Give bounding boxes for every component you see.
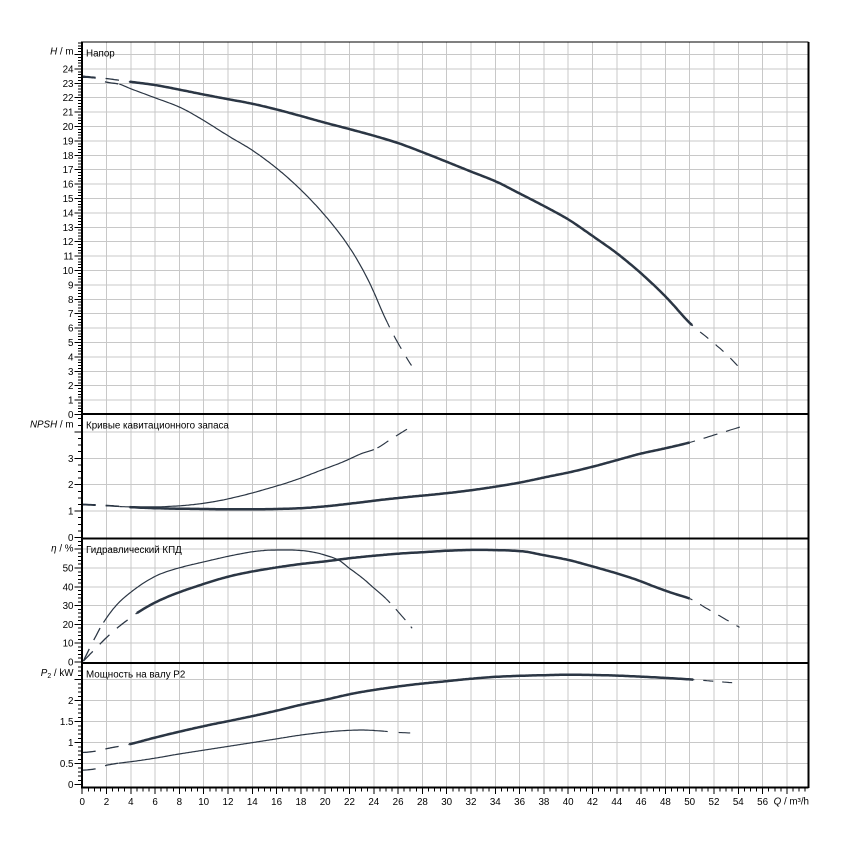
svg-text:1: 1 [68,396,73,407]
svg-text:30: 30 [63,601,74,612]
svg-text:22: 22 [63,93,74,104]
svg-text:0.5: 0.5 [60,759,74,770]
svg-text:38: 38 [538,797,549,808]
svg-text:20: 20 [63,122,74,133]
svg-text:Q / m³/h: Q / m³/h [774,797,809,808]
svg-text:H / m: H / m [50,46,73,57]
svg-text:50: 50 [63,564,74,575]
svg-text:8: 8 [68,295,74,306]
svg-text:20: 20 [63,620,74,631]
svg-text:Гидравлический КПД: Гидравлический КПД [86,545,182,556]
svg-text:22: 22 [344,797,355,808]
svg-text:16: 16 [63,180,74,191]
svg-text:3: 3 [68,367,74,378]
svg-text:5: 5 [68,338,74,349]
svg-text:42: 42 [587,797,598,808]
svg-text:18: 18 [295,797,306,808]
svg-text:1: 1 [68,507,73,518]
svg-text:2: 2 [68,381,73,392]
svg-text:48: 48 [660,797,671,808]
svg-text:η / %: η / % [51,543,74,554]
svg-text:46: 46 [636,797,647,808]
svg-text:40: 40 [563,797,574,808]
svg-text:19: 19 [63,136,74,147]
svg-text:2: 2 [68,696,73,707]
svg-text:9: 9 [68,280,73,291]
svg-text:4: 4 [68,352,74,363]
svg-text:50: 50 [684,797,695,808]
svg-text:24: 24 [368,797,379,808]
svg-text:Кривые кавитационного запаса: Кривые кавитационного запаса [86,421,229,432]
svg-text:0: 0 [79,797,85,808]
svg-text:28: 28 [417,797,428,808]
svg-text:30: 30 [441,797,452,808]
svg-text:13: 13 [63,223,74,234]
svg-text:2: 2 [104,797,109,808]
svg-text:Напор: Напор [86,49,115,60]
svg-text:0: 0 [68,658,74,669]
svg-text:16: 16 [271,797,282,808]
svg-text:6: 6 [68,324,74,335]
svg-text:15: 15 [63,194,74,205]
svg-text:7: 7 [68,309,73,320]
svg-text:8: 8 [177,797,183,808]
svg-text:36: 36 [514,797,525,808]
svg-text:2: 2 [68,480,73,491]
svg-text:6: 6 [152,797,158,808]
svg-text:21: 21 [63,108,74,119]
svg-text:18: 18 [63,151,74,162]
svg-text:56: 56 [757,797,768,808]
svg-text:24: 24 [63,64,74,75]
svg-text:Мощность на валу P2: Мощность на валу P2 [86,670,185,681]
svg-text:10: 10 [63,639,74,650]
svg-text:10: 10 [198,797,209,808]
svg-text:14: 14 [63,208,74,219]
svg-text:3: 3 [68,454,74,465]
svg-text:14: 14 [247,797,258,808]
svg-text:10: 10 [63,266,74,277]
svg-text:1: 1 [68,738,73,749]
svg-text:12: 12 [63,237,74,248]
svg-text:23: 23 [63,79,74,90]
svg-text:20: 20 [320,797,331,808]
svg-text:0: 0 [68,780,74,791]
svg-text:0: 0 [68,533,74,544]
svg-text:26: 26 [393,797,404,808]
svg-text:32: 32 [466,797,477,808]
svg-text:34: 34 [490,797,501,808]
svg-text:12: 12 [223,797,234,808]
svg-text:1.5: 1.5 [60,717,74,728]
svg-text:52: 52 [709,797,720,808]
svg-text:40: 40 [63,582,74,593]
svg-text:11: 11 [63,252,73,263]
svg-text:44: 44 [611,797,622,808]
svg-text:17: 17 [63,165,74,176]
svg-text:NPSH / m: NPSH / m [30,419,74,430]
svg-text:0: 0 [68,410,74,421]
svg-text:4: 4 [128,797,134,808]
svg-text:54: 54 [733,797,744,808]
svg-text:P2 / kW: P2 / kW [41,668,74,680]
